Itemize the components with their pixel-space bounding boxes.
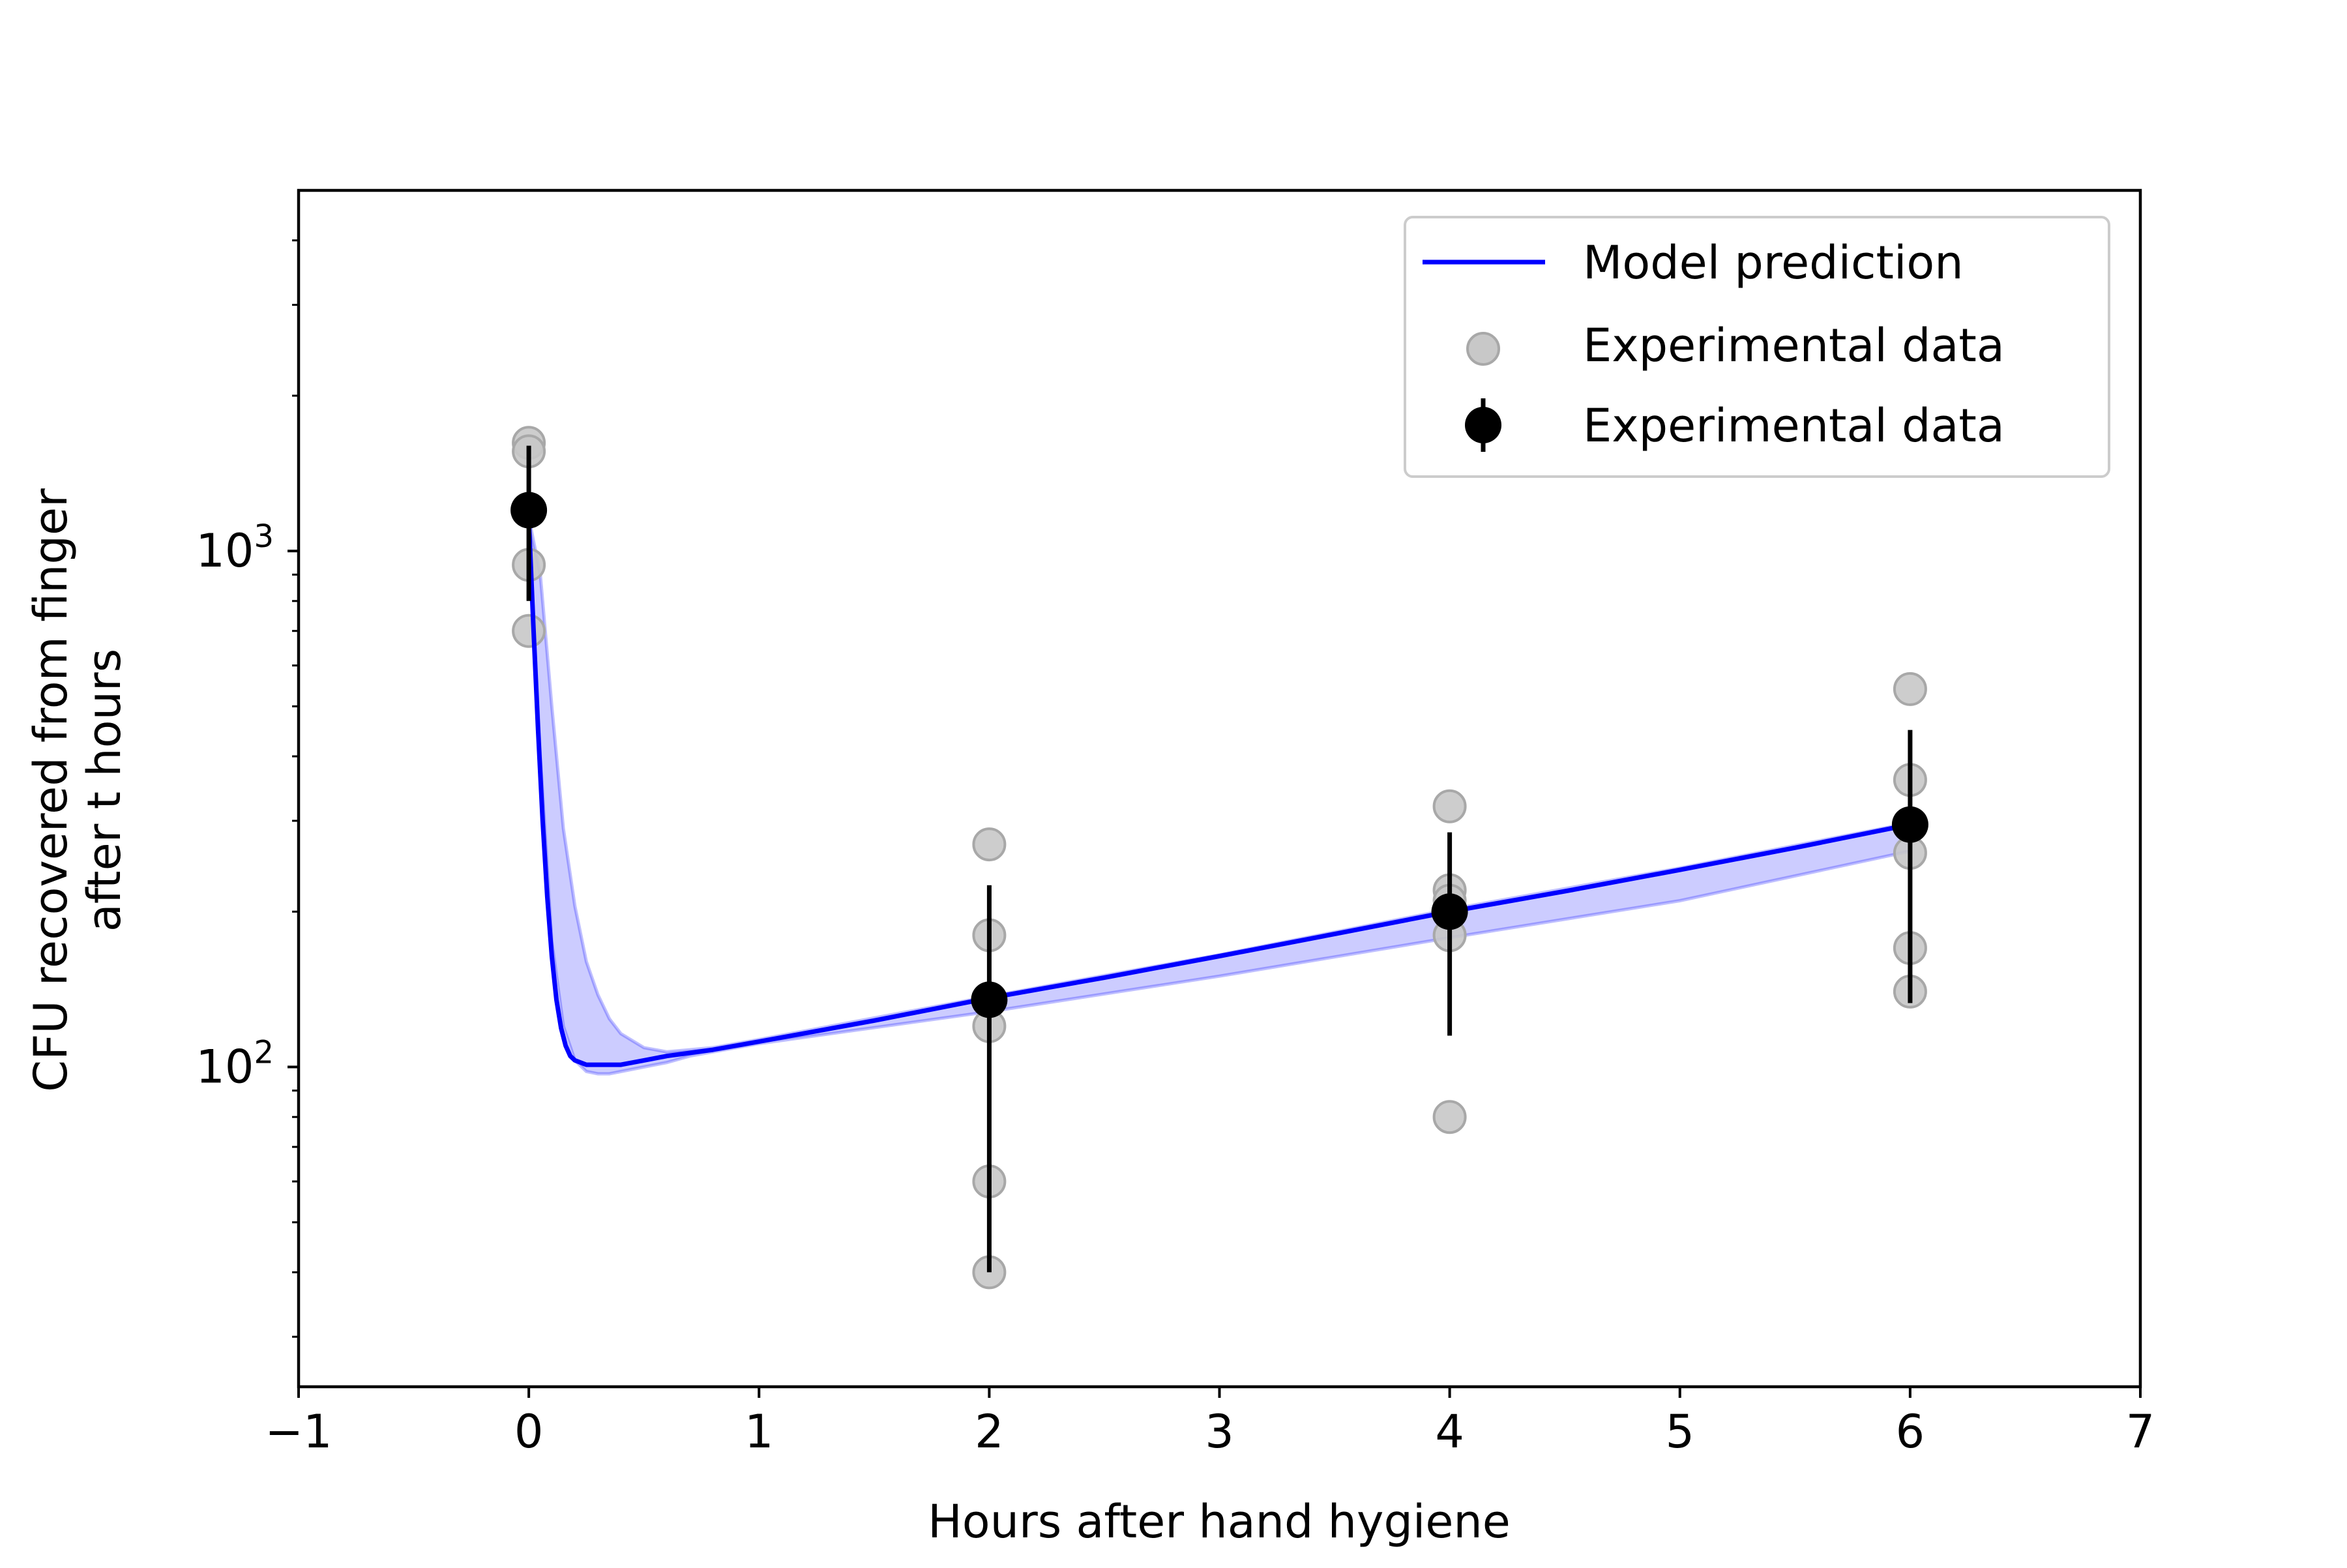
- confidence-band: [529, 518, 1910, 1074]
- y-tick-label-base: 10: [196, 524, 254, 578]
- y-axis-label: CFU recovered from finger after t hours: [24, 488, 131, 1092]
- legend: Model prediction Experimental data Exper…: [1404, 216, 2110, 478]
- errorbar-layer: [510, 445, 1928, 1273]
- legend-frame: [1404, 216, 2110, 478]
- x-tick-label: 1: [745, 1405, 774, 1458]
- errorbar-mean-marker: [971, 981, 1008, 1018]
- experimental-data-point: [1893, 672, 1927, 706]
- legend-label-model: Model prediction: [1583, 236, 1964, 289]
- x-tick-label: 4: [1435, 1405, 1464, 1458]
- model-prediction-line: [526, 517, 1911, 1067]
- x-tick-label: 0: [514, 1405, 544, 1458]
- x-tick-label: 3: [1205, 1405, 1234, 1458]
- x-tick-label: 7: [2126, 1405, 2155, 1458]
- experimental-data-point: [512, 614, 546, 648]
- legend-scatter-swatch: [1466, 332, 1500, 366]
- y-tick-label-exponent: 3: [254, 518, 274, 555]
- experimental-data-point: [1432, 1100, 1467, 1134]
- x-axis-label: Hours after hand hygiene: [928, 1495, 1511, 1548]
- x-tick-label: 5: [1665, 1405, 1694, 1458]
- x-tick-label: 2: [975, 1405, 1004, 1458]
- model-line-layer: [526, 517, 1911, 1067]
- errorbar-mean-marker: [1891, 806, 1928, 843]
- y-tick-label-base: 10: [196, 1041, 254, 1094]
- errorbar-mean-marker: [1431, 893, 1468, 930]
- errorbar-mean-marker: [510, 492, 548, 529]
- y-tick-label: 103: [196, 518, 274, 578]
- x-tick-label: −1: [265, 1405, 332, 1458]
- y-axis-label-line-2: after t hours: [78, 649, 131, 932]
- legend-label-scatter: Experimental data: [1583, 319, 2005, 372]
- legend-label-errorbar: Experimental data: [1583, 399, 2005, 452]
- confidence-band-lower-edge: [527, 517, 1911, 1076]
- experimental-data-point: [1432, 789, 1467, 823]
- experimental-data-point: [972, 827, 1007, 862]
- y-tick-label-exponent: 2: [254, 1035, 274, 1071]
- x-tick-label: 6: [1896, 1405, 1925, 1458]
- y-axis-label-line-1: CFU recovered from finger: [24, 488, 78, 1092]
- legend-errorbar-swatch-marker: [1465, 407, 1501, 443]
- y-tick-label: 102: [196, 1035, 274, 1094]
- x-axis-ticks: −1 0 1 2 3 4 5 6 7: [265, 1387, 2155, 1458]
